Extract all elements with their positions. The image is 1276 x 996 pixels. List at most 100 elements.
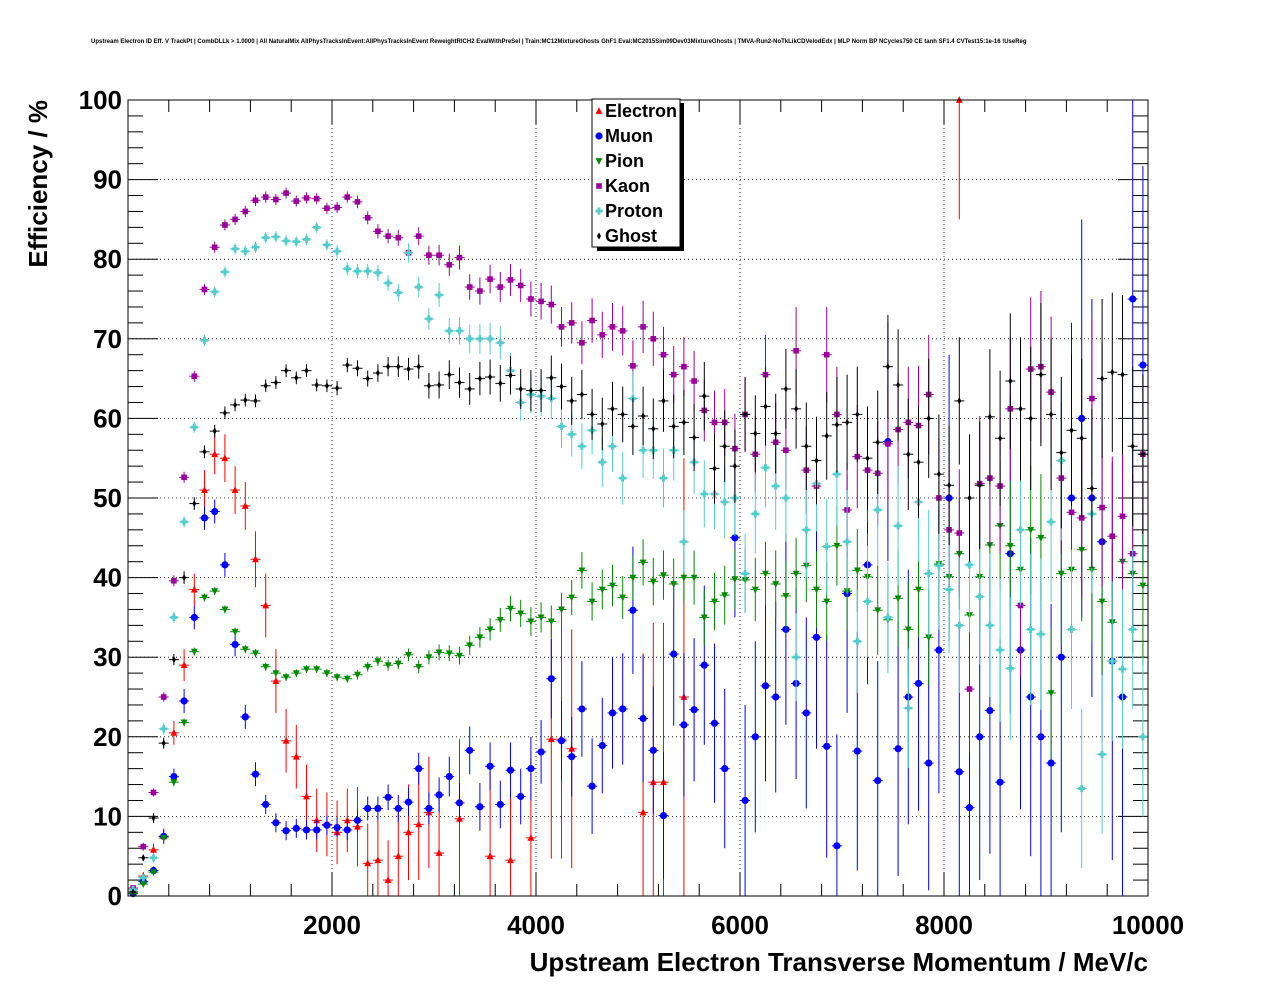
data-point-kaon — [160, 694, 167, 700]
data-point-pion — [292, 670, 300, 678]
data-point-proton — [353, 267, 362, 275]
data-point-pion — [476, 634, 484, 642]
data-point-ghost — [151, 814, 156, 822]
data-point-ghost — [773, 429, 778, 438]
data-point-kaon — [477, 288, 483, 294]
data-point-ghost — [824, 432, 829, 440]
data-point-ghost — [906, 450, 911, 458]
data-point-proton — [945, 585, 953, 594]
data-point-kaon — [1089, 395, 1095, 402]
data-point-proton — [996, 646, 1004, 654]
data-point-ghost — [273, 378, 278, 387]
data-point-proton — [608, 442, 617, 450]
data-point-muon — [180, 697, 188, 705]
data-point-ghost — [406, 365, 411, 373]
data-point-kaon — [211, 244, 218, 251]
data-point-proton — [425, 315, 433, 323]
data-point-proton — [659, 474, 668, 482]
data-point-muon — [935, 646, 943, 654]
data-point-muon — [547, 675, 555, 683]
data-point-kaon — [538, 298, 544, 305]
data-point-pion — [241, 646, 249, 654]
legend-box — [591, 98, 681, 248]
data-point-pion — [333, 674, 341, 681]
data-point-pion — [578, 567, 586, 575]
data-point-electron — [170, 728, 178, 736]
data-point-pion — [751, 586, 759, 594]
data-point-pion — [486, 626, 494, 634]
legend-label-proton: Proton — [605, 201, 663, 221]
data-point-kaon — [385, 233, 391, 239]
data-point-muon — [710, 719, 719, 727]
data-point-ghost — [671, 422, 676, 430]
data-point-pion — [435, 649, 443, 657]
data-point-muon — [823, 742, 831, 750]
data-point-kaon — [466, 284, 473, 290]
data-point-proton — [639, 446, 647, 454]
data-point-muon — [170, 773, 178, 781]
data-point-proton — [925, 570, 933, 578]
data-point-ghost — [1018, 405, 1023, 413]
data-point-electron — [507, 856, 514, 864]
data-point-pion — [711, 598, 718, 606]
data-point-ghost — [692, 433, 697, 442]
data-point-pion — [262, 663, 270, 671]
data-point-electron — [435, 849, 443, 856]
data-point-ghost — [743, 410, 748, 419]
data-point-ghost — [753, 429, 758, 438]
y-tick-label: 100 — [79, 85, 122, 115]
data-point-muon — [802, 709, 810, 717]
data-point-pion — [925, 634, 933, 642]
data-point-proton — [598, 458, 606, 466]
data-point-muon — [537, 748, 545, 756]
data-point-pion — [394, 660, 402, 668]
data-point-pion — [1057, 570, 1065, 578]
data-point-ghost — [875, 438, 880, 446]
data-point-muon — [466, 746, 474, 754]
data-point-kaon — [640, 324, 646, 330]
data-point-proton — [190, 423, 198, 431]
data-point-ghost — [998, 434, 1003, 442]
data-point-pion — [598, 586, 606, 594]
data-point-pion — [833, 542, 841, 550]
data-point-pion — [772, 581, 780, 588]
data-point-electron — [150, 845, 157, 853]
y-axis: 0 10 20 30 40 50 60 70 80 90 100 — [79, 85, 1148, 911]
data-point-proton — [313, 223, 321, 231]
data-point-pion — [384, 662, 392, 670]
data-point-proton — [935, 562, 943, 570]
data-point-pion — [313, 666, 321, 674]
data-point-muon — [476, 803, 484, 811]
data-point-ghost — [600, 420, 605, 428]
data-point-ghost — [263, 382, 268, 390]
data-point-kaon — [293, 198, 300, 204]
data-point-muon — [1037, 733, 1045, 741]
data-point-proton — [700, 490, 708, 498]
data-point-pion — [813, 586, 820, 594]
data-point-proton — [333, 247, 341, 255]
data-point-ghost — [304, 367, 309, 375]
data-point-ghost — [814, 456, 819, 465]
legend-label-kaon: Kaon — [605, 176, 650, 196]
data-point-ghost — [284, 367, 289, 375]
data-point-kaon — [426, 252, 432, 259]
data-point-pion — [1047, 690, 1055, 697]
data-point-pion — [190, 648, 198, 656]
data-point-muon — [374, 804, 382, 813]
data-point-muon — [639, 714, 647, 723]
data-point-pion — [782, 593, 790, 600]
data-point-ghost — [488, 373, 493, 381]
data-point-proton — [231, 245, 239, 253]
data-point-electron — [303, 792, 310, 800]
data-point-proton — [292, 238, 300, 246]
data-point-kaon — [375, 228, 381, 235]
data-point-muon — [965, 804, 974, 812]
data-point-ghost — [569, 397, 574, 405]
data-point-pion — [425, 654, 433, 662]
data-point-ghost — [896, 381, 901, 389]
data-point-ghost — [131, 888, 136, 896]
data-point-proton — [619, 474, 627, 482]
data-point-pion — [1037, 534, 1045, 542]
data-point-muon — [976, 733, 984, 741]
data-point-proton — [1027, 625, 1035, 633]
